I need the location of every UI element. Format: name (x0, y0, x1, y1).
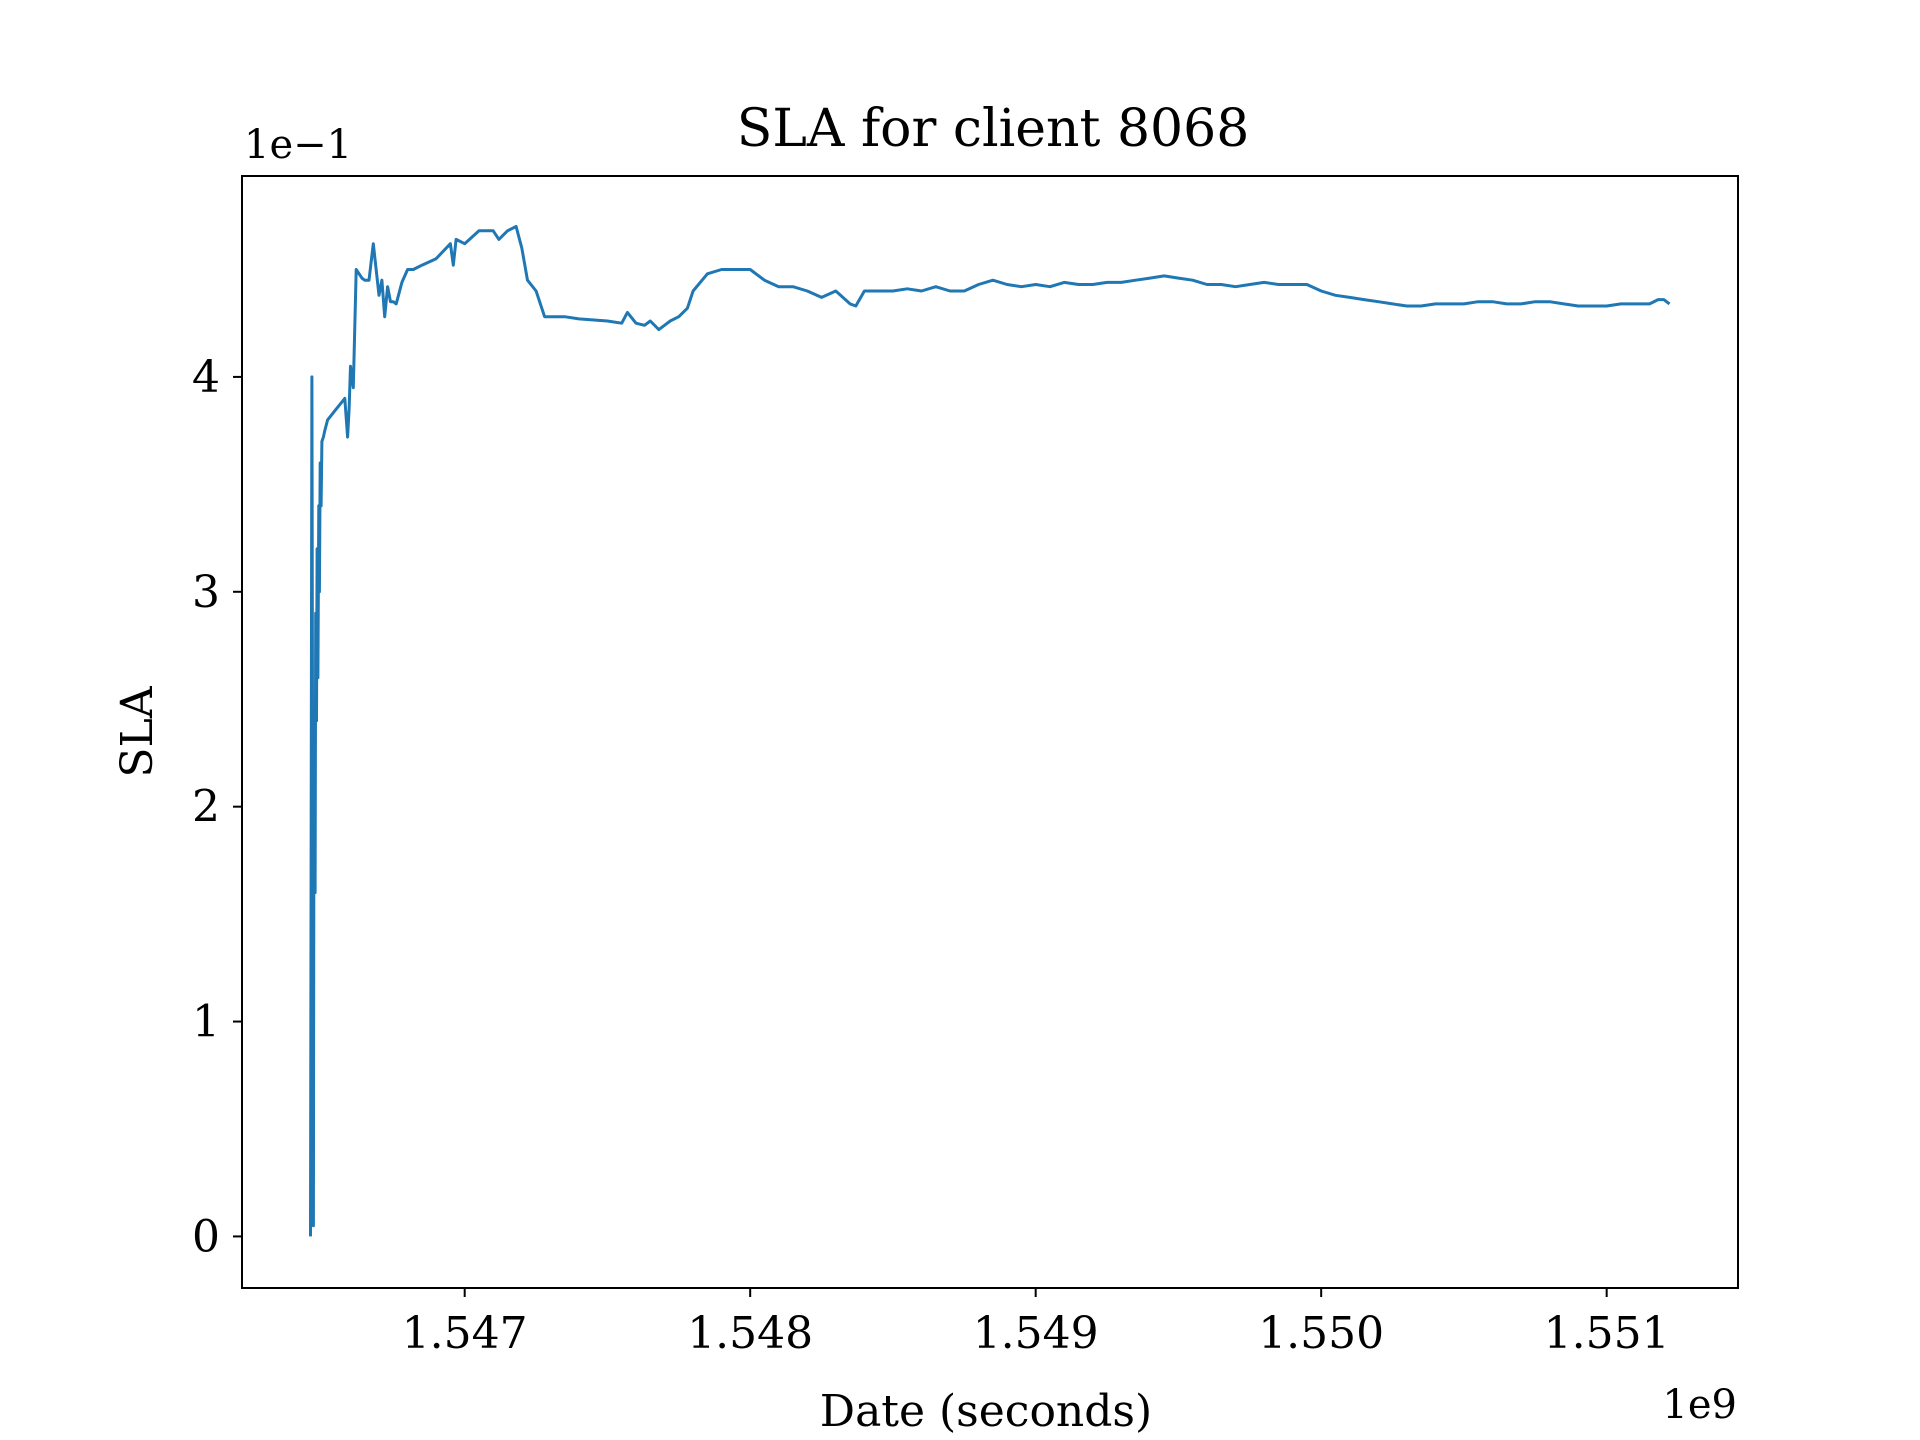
x-axis-label: Date (seconds) (820, 1386, 1152, 1437)
y-offset-label: 1e−1 (244, 122, 352, 168)
y-tick-label: 2 (192, 782, 220, 833)
chart-title: SLA for client 8068 (737, 99, 1250, 159)
y-tick-label: 4 (192, 352, 220, 403)
x-tick-label: 1.549 (973, 1308, 1099, 1359)
x-tick-label: 1.551 (1544, 1308, 1670, 1359)
x-tick-label: 1.548 (687, 1308, 813, 1359)
plot-area (309, 225, 1671, 1237)
axes-frame (241, 175, 1739, 1289)
y-tick-label: 3 (192, 567, 220, 618)
y-tick-label: 0 (192, 1211, 220, 1262)
y-tick-label: 1 (192, 997, 220, 1048)
x-tick-label: 1.547 (402, 1308, 528, 1359)
series-line-0 (309, 225, 1671, 1237)
y-axis-ticks: 0 1 2 3 4 (192, 352, 242, 1262)
x-tick-label: 1.550 (1258, 1308, 1384, 1359)
x-axis-ticks: 1.547 1.548 1.549 1.550 1.551 (402, 1288, 1670, 1359)
y-axis-label: SLA (112, 685, 163, 777)
x-offset-label: 1e9 (1662, 1382, 1737, 1428)
